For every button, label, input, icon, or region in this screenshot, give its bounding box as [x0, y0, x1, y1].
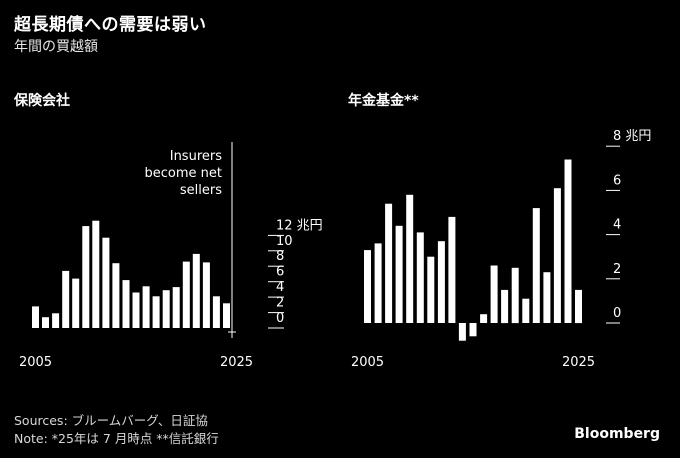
bar-2011	[92, 220, 100, 328]
y-tick-label-4: 4	[276, 280, 284, 295]
bar-2006	[374, 243, 382, 323]
bar-2016	[142, 286, 150, 328]
y-tick-label-2: 2	[613, 262, 621, 277]
bar-2022	[543, 272, 551, 323]
bar-2015	[132, 292, 140, 328]
bar-2009	[72, 278, 80, 328]
bar-2020	[522, 298, 530, 323]
bar-2010	[82, 226, 90, 328]
y-tick-label-6: 6	[613, 173, 621, 188]
sources-note: Sources: ブルームバーグ、日証協	[14, 413, 208, 428]
y-tick-label-0: 0	[613, 306, 621, 321]
footnote: Note: *25年は 7 月時点 **信託銀行	[14, 431, 219, 446]
bar-2018	[501, 289, 509, 324]
bar-2021	[192, 253, 200, 328]
bar-2017	[152, 296, 160, 328]
bar-2015	[469, 323, 477, 337]
annotation-text: become net	[145, 166, 222, 181]
x-tick-label-last: 2025	[562, 355, 595, 370]
y-tick-label-8: 8	[276, 249, 284, 264]
bar-2016	[480, 314, 488, 323]
y-tick-label-2: 2	[276, 296, 284, 311]
bar-2008	[395, 225, 403, 323]
chart-title: 超長期債への需要は弱い	[14, 15, 207, 35]
y-tick-label-6: 6	[276, 265, 284, 280]
bloomberg-logo: Bloomberg	[574, 426, 660, 442]
bar-2006	[42, 317, 49, 328]
panel-title-insurers: 保険会社	[14, 93, 70, 109]
bar-2005	[364, 250, 371, 323]
bar-2018	[162, 290, 170, 328]
bar-2009	[406, 194, 414, 323]
bar-2014	[458, 323, 466, 341]
bar-2011	[427, 256, 435, 323]
bar-2023	[212, 296, 220, 328]
annotation-text: sellers	[180, 183, 222, 198]
bar-2024	[223, 303, 230, 328]
bar-2012	[437, 241, 445, 323]
x-tick-label-first: 2005	[351, 355, 384, 370]
bar-2024	[564, 159, 572, 323]
bar-2014	[122, 280, 130, 328]
bar-2020	[182, 261, 190, 328]
bar-2005	[32, 306, 39, 328]
y-tick-label-4: 4	[613, 218, 621, 233]
chart-subtitle: 年間の買越額	[14, 39, 98, 55]
y-tick-label-10: 10	[276, 234, 293, 249]
x-tick-label-last: 2025	[220, 355, 253, 370]
bar-2022	[202, 262, 210, 328]
bar-2008	[62, 270, 70, 328]
bar-2019	[172, 287, 180, 328]
y-tick-label-8: 8 兆円	[613, 129, 651, 144]
bar-2019	[511, 267, 519, 324]
bar-2023	[553, 188, 561, 323]
bar-2010	[416, 232, 424, 323]
bar-2017	[490, 265, 498, 323]
y-tick-label-0: 0	[276, 311, 284, 326]
bar-2012	[102, 237, 110, 328]
bar-2021	[532, 208, 540, 323]
bar-2025	[575, 289, 582, 324]
bar-2007	[385, 203, 393, 323]
panel-title-pension: 年金基金**	[348, 93, 419, 109]
y-tick-label-12: 12 兆円	[276, 218, 323, 233]
annotation-text: Insurers	[170, 149, 222, 164]
bar-2013	[448, 216, 456, 323]
bar-2013	[112, 263, 120, 328]
bar-2007	[52, 313, 60, 328]
x-tick-label-first: 2005	[19, 355, 52, 370]
